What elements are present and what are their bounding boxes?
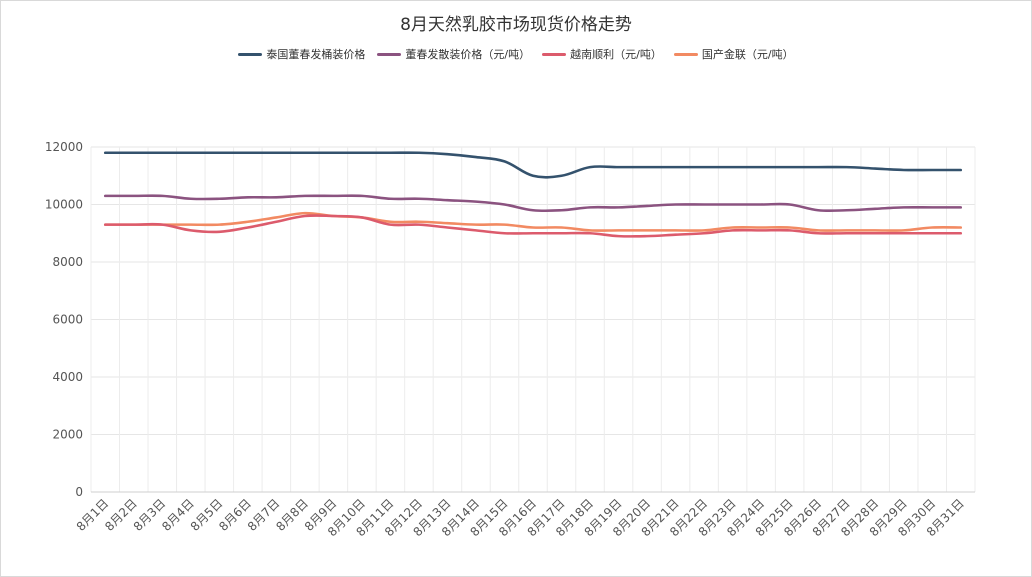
legend-label: 越南顺利（元/吨）	[570, 48, 662, 61]
legend-label: 泰国董春发桶装价格	[266, 48, 366, 61]
legend-swatch	[542, 52, 567, 56]
y-tick-label: 10000	[45, 198, 83, 212]
series-line	[103, 151, 963, 179]
series-line	[103, 214, 963, 238]
legend-item[interactable]: 董春发散装价格（元/吨）	[377, 46, 530, 62]
y-tick-label: 0	[75, 485, 83, 499]
legend-item[interactable]: 国产金联（元/吨）	[673, 46, 794, 62]
chart-title: 8月天然乳胶市场现货价格走势	[400, 15, 632, 35]
series-line	[103, 211, 963, 232]
legend-swatch	[377, 52, 402, 56]
y-tick-label: 8000	[52, 255, 83, 269]
legend-item[interactable]: 泰国董春发桶装价格	[238, 46, 365, 62]
legend-item[interactable]: 越南顺利（元/吨）	[542, 46, 662, 62]
y-tick-label: 12000	[45, 140, 83, 154]
y-tick-label: 6000	[52, 313, 83, 327]
legend-swatch	[673, 52, 698, 56]
legend-swatch	[238, 52, 263, 56]
series-line	[103, 194, 963, 213]
y-tick-label: 4000	[52, 370, 83, 384]
chart-legend[interactable]: 泰国董春发桶装价格 董春发散装价格（元/吨） 越南顺利（元/吨） 国产金联（元/吨）	[0, 46, 1032, 62]
legend-label: 董春发散装价格（元/吨）	[405, 48, 531, 61]
y-tick-label: 2000	[52, 428, 83, 442]
legend-label: 国产金联（元/吨）	[701, 48, 794, 61]
